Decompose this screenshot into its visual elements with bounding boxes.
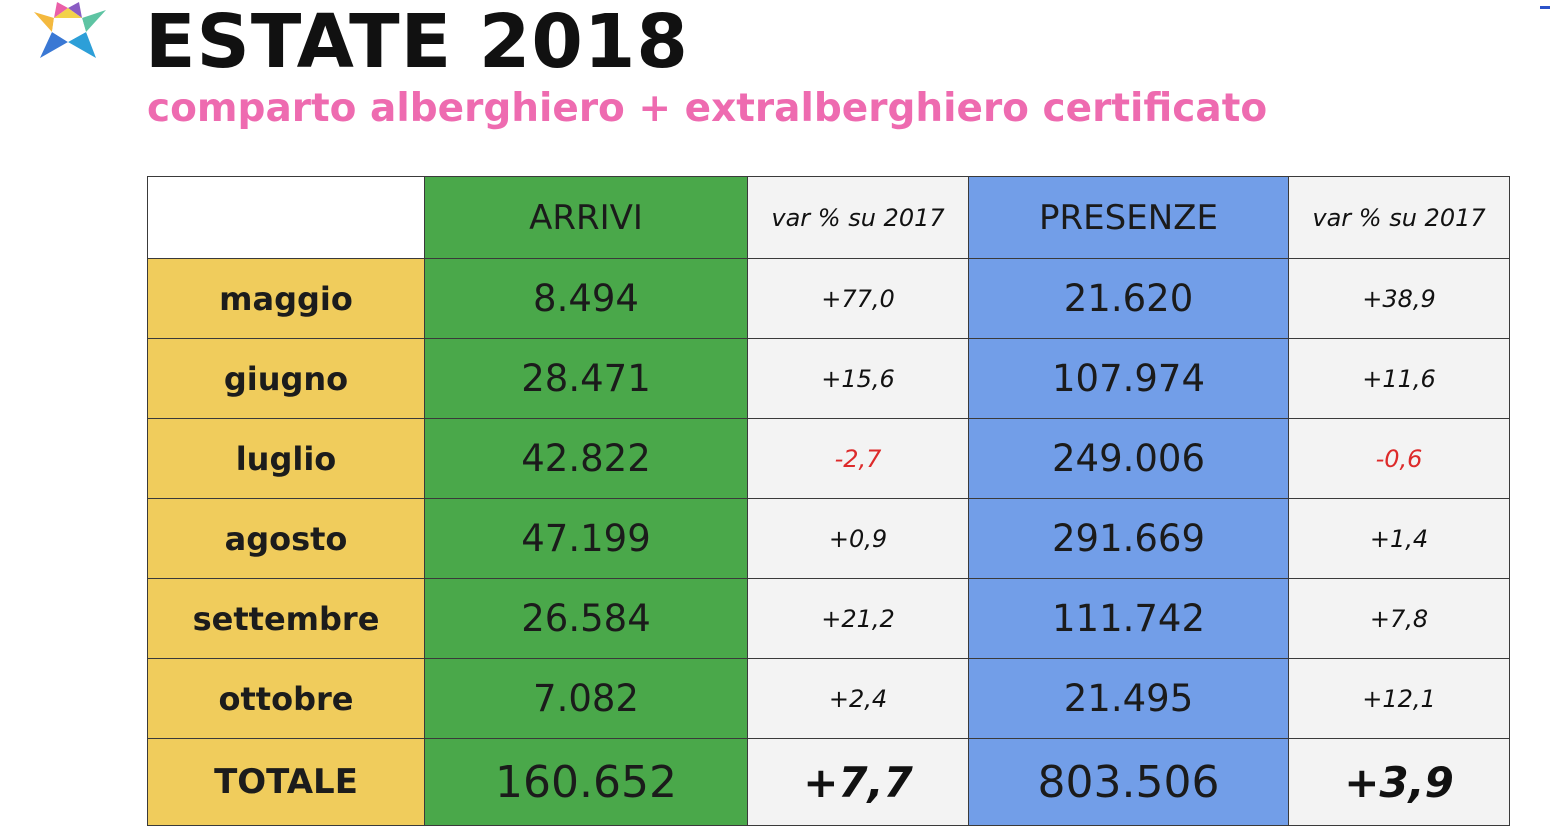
header-var-arrivi: var % su 2017	[747, 176, 969, 259]
var-presenze-cell: -0,6	[1288, 418, 1510, 499]
var-presenze-cell: +7,8	[1288, 578, 1510, 659]
total-label-cell: TOTALE	[147, 738, 425, 826]
total-presenze-cell: 803.506	[968, 738, 1289, 826]
total-var-presenze-cell: +3,9	[1288, 738, 1510, 826]
total-var-arrivi-cell: +7,7	[747, 738, 969, 826]
table-row: luglio 42.822 -2,7 249.006 -0,6	[147, 418, 1510, 499]
presenze-cell: 111.742	[968, 578, 1289, 659]
var-presenze-cell: +12,1	[1288, 658, 1510, 739]
var-arrivi-cell: +2,4	[747, 658, 969, 739]
var-arrivi-cell: +0,9	[747, 498, 969, 579]
header-presenze: PRESENZE	[968, 176, 1289, 259]
arrivi-cell: 7.082	[424, 658, 748, 739]
presenze-cell: 291.669	[968, 498, 1289, 579]
table-row: giugno 28.471 +15,6 107.974 +11,6	[147, 338, 1510, 419]
presenze-cell: 21.495	[968, 658, 1289, 739]
var-arrivi-cell: +77,0	[747, 258, 969, 339]
arrivi-cell: 26.584	[424, 578, 748, 659]
presenze-cell: 107.974	[968, 338, 1289, 419]
table-row: settembre 26.584 +21,2 111.742 +7,8	[147, 578, 1510, 659]
table-row: maggio 8.494 +77,0 21.620 +38,9	[147, 258, 1510, 339]
total-arrivi-cell: 160.652	[424, 738, 748, 826]
month-cell: agosto	[147, 498, 425, 579]
var-arrivi-cell: +21,2	[747, 578, 969, 659]
corner-mark	[1540, 6, 1550, 9]
header-arrivi: ARRIVI	[424, 176, 748, 259]
var-presenze-cell: +38,9	[1288, 258, 1510, 339]
page-title: ESTATE 2018	[145, 0, 689, 85]
arrivi-cell: 42.822	[424, 418, 748, 499]
arrivi-cell: 8.494	[424, 258, 748, 339]
month-cell: giugno	[147, 338, 425, 419]
var-arrivi-cell: -2,7	[747, 418, 969, 499]
presenze-cell: 249.006	[968, 418, 1289, 499]
table-row: agosto 47.199 +0,9 291.669 +1,4	[147, 498, 1510, 579]
month-cell: maggio	[147, 258, 425, 339]
var-presenze-cell: +11,6	[1288, 338, 1510, 419]
presenze-cell: 21.620	[968, 258, 1289, 339]
var-presenze-cell: +1,4	[1288, 498, 1510, 579]
table-row: ottobre 7.082 +2,4 21.495 +12,1	[147, 658, 1510, 739]
table-total-row: TOTALE 160.652 +7,7 803.506 +3,9	[147, 738, 1510, 826]
header-blank-cell	[147, 176, 425, 259]
arrivi-cell: 47.199	[424, 498, 748, 579]
page-subtitle: comparto alberghiero + extralberghiero c…	[147, 86, 1268, 131]
arrivi-cell: 28.471	[424, 338, 748, 419]
header-var-presenze: var % su 2017	[1288, 176, 1510, 259]
month-cell: luglio	[147, 418, 425, 499]
month-cell: settembre	[147, 578, 425, 659]
star-logo-icon	[34, 2, 106, 58]
var-arrivi-cell: +15,6	[747, 338, 969, 419]
table-header-row: ARRIVI var % su 2017 PRESENZE var % su 2…	[147, 176, 1510, 259]
statistics-table: ARRIVI var % su 2017 PRESENZE var % su 2…	[147, 176, 1510, 826]
month-cell: ottobre	[147, 658, 425, 739]
